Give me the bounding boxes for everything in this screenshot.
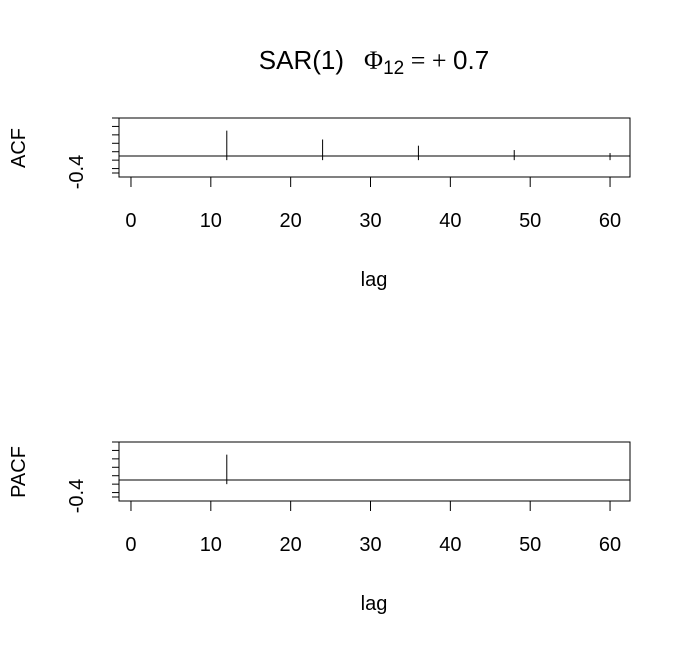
title-phi: Φ [364, 46, 383, 75]
chart-title: SAR(1) Φ12 = + 0.7 [259, 45, 489, 79]
pacf-x-tick-label: 10 [200, 534, 222, 556]
acf-panel: 0 10 20 30 40 50 60 -0.4 ACF lag [8, 117, 631, 291]
acf-x-tick-label: 30 [359, 210, 381, 232]
title-equals: = + [404, 46, 453, 75]
pacf-x-axis-label: lag [361, 593, 388, 615]
pacf-x-tick-label: 60 [599, 534, 621, 556]
acf-x-tick-label: 40 [439, 210, 461, 232]
acf-x-tick-label: 60 [599, 210, 621, 232]
pacf-y-tick-label: -0.4 [66, 479, 88, 513]
acf-x-axis-label: lag [361, 269, 388, 291]
acf-x-tick-label: 20 [280, 210, 302, 232]
title-subscript: 12 [383, 58, 404, 79]
pacf-x-tick-label: 0 [125, 534, 136, 556]
title-main: SAR(1) [259, 45, 344, 75]
acf-y-ticks [112, 117, 119, 174]
pacf-x-tick-label: 20 [280, 534, 302, 556]
pacf-x-tick-label: 40 [439, 534, 461, 556]
acf-y-tick-label: -0.4 [66, 155, 88, 189]
pacf-panel: 0 10 20 30 40 50 60 -0.4 PACF lag [8, 441, 631, 615]
title-value: 0.7 [453, 45, 489, 75]
pacf-plot-frame [118, 441, 631, 502]
pacf-y-axis-label: PACF [8, 446, 30, 498]
acf-plot-frame [118, 117, 631, 178]
pacf-x-ticks: 0 10 20 30 40 50 60 [125, 501, 621, 556]
acf-x-tick-label: 0 [125, 210, 136, 232]
pacf-y-ticks [112, 441, 119, 498]
pacf-x-tick-label: 30 [359, 534, 381, 556]
acf-y-axis-label: ACF [8, 128, 30, 168]
pacf-x-tick-label: 50 [519, 534, 541, 556]
acf-x-ticks: 0 10 20 30 40 50 60 [125, 177, 621, 232]
acf-spikes [226, 130, 611, 161]
acf-x-tick-label: 50 [519, 210, 541, 232]
acf-x-tick-label: 10 [200, 210, 222, 232]
